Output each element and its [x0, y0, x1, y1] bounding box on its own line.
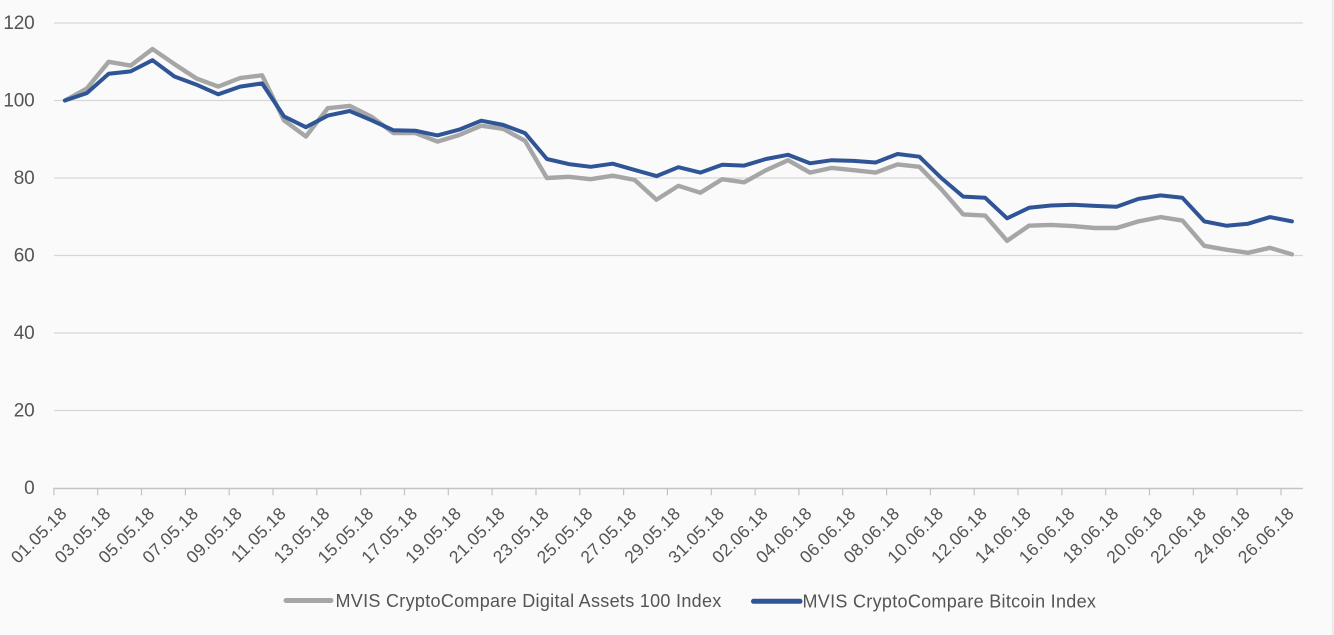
svg-text:100: 100: [3, 90, 34, 111]
svg-text:60: 60: [14, 245, 35, 266]
svg-text:80: 80: [14, 168, 35, 189]
svg-text:20: 20: [14, 400, 35, 421]
svg-text:40: 40: [14, 323, 35, 344]
svg-text:MVIS CryptoCompare Digital Ass: MVIS CryptoCompare Digital Assets 100 In…: [336, 591, 722, 611]
svg-text:0: 0: [24, 478, 34, 499]
svg-text:120: 120: [3, 13, 34, 34]
svg-text:MVIS CryptoCompare Bitcoin Ind: MVIS CryptoCompare Bitcoin Index: [803, 592, 1097, 612]
